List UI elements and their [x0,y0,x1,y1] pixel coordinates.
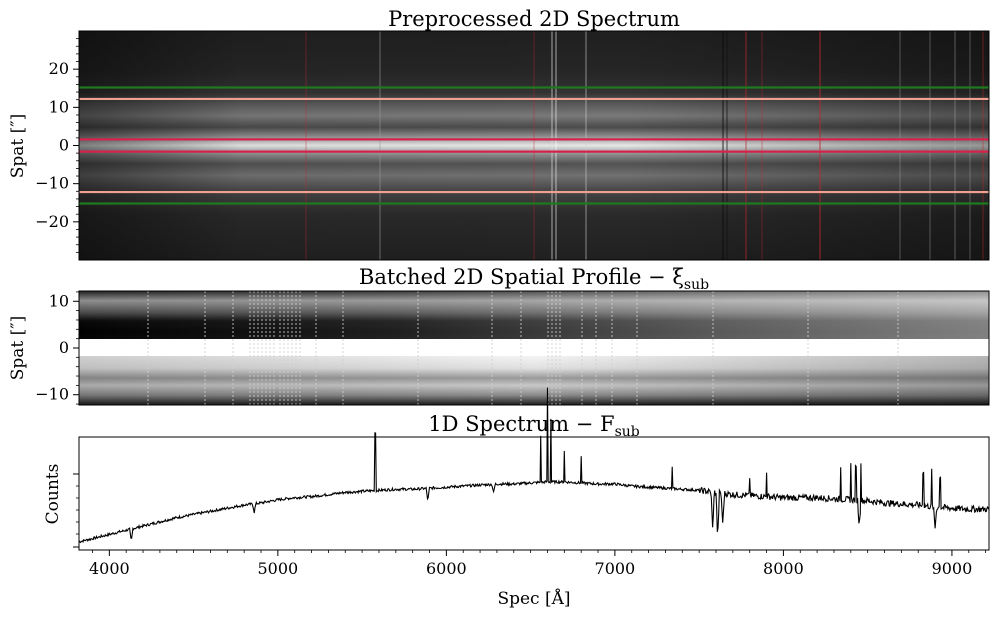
sky-line-streaks [305,31,984,260]
spectrum-2d-ylabel: Spat [″] [8,114,28,179]
spectrum-2d-shading [79,31,989,260]
batch-boundaries [147,291,899,405]
xtick-label: 7000 [595,559,636,578]
ytick-label: −10 [35,385,69,404]
spatial-profile-upper-shading [79,291,989,339]
spectrum-1d-frame [78,436,990,551]
ytick-label: −20 [35,212,69,231]
spectrum-2d-panel: Preprocessed 2D Spectrum 20 10 0 −10 −20 Spa… [8,7,990,261]
xtick-label: 8000 [763,559,804,578]
xtick-label: 9000 [932,559,973,578]
spatial-profile-lower-shading [79,356,989,405]
spectrum-1d-xaxis: 4000 5000 6000 7000 8000 9000 [89,550,987,578]
spectrum-1d-ylabel: Counts [43,464,63,525]
extraction-boundaries [79,86,989,205]
spectrum-1d-yaxis [73,473,79,548]
spectrum-1d-series-line [78,387,990,544]
ytick-label: 10 [49,291,69,310]
ytick-label: −10 [35,174,69,193]
xtick-label: 5000 [257,559,298,578]
spectrum-2d-title: Preprocessed 2D Spectrum [388,7,680,31]
ytick-label: 0 [59,338,69,357]
ytick-label: 0 [59,136,69,155]
spatial-profile-ylabel: Spat [″] [8,316,28,381]
xtick-label: 6000 [426,559,467,578]
spectrum-2d-yaxis: 20 10 0 −10 −20 [35,38,79,253]
ytick-label: 10 [49,97,69,116]
spectrum-1d-panel: 1D Spectrum − Fsub 4000 5000 6000 7000 8000 9… [43,387,990,609]
spatial-profile-title: Batched 2D Spatial Profile − ξsub [359,265,709,293]
xtick-label: 4000 [89,559,130,578]
spatial-profile-yaxis: 10 0 −10 [35,291,79,405]
spectrum-1d-title: 1D Spectrum − Fsub [428,412,640,440]
spatial-profile-panel: Batched 2D Spatial Profile − ξsub 10 0 −10… [8,265,990,406]
spectrum-1d-xlabel: Spec [Å] [497,588,570,609]
ytick-label: 20 [49,59,69,78]
